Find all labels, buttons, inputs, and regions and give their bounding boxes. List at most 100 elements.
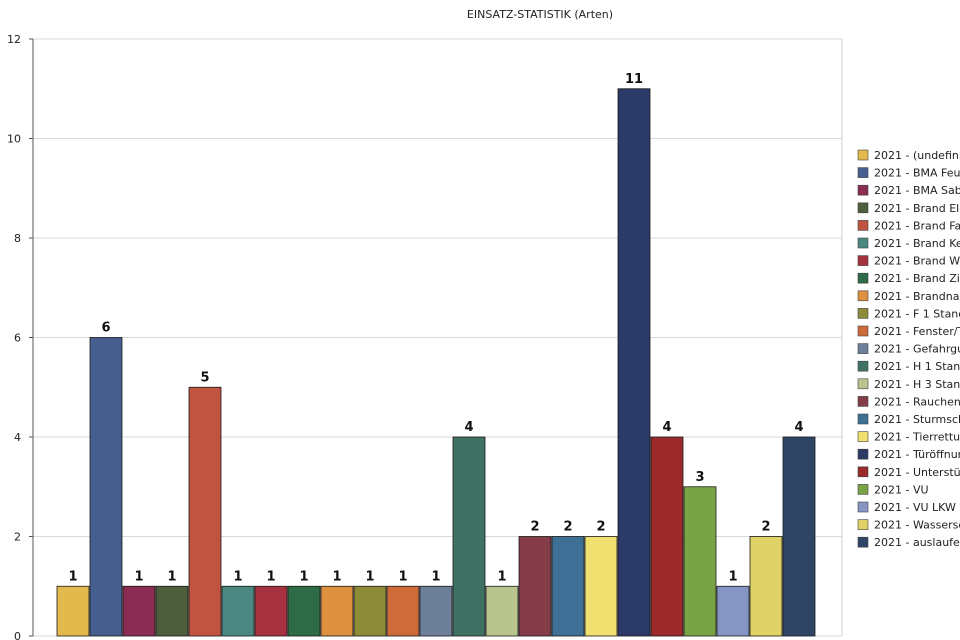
- legend: 2021 - (undefinie 2021 - BMA Feue 2021 - B…: [857, 149, 960, 549]
- bar: [485, 585, 519, 637]
- data-label: 1: [233, 569, 242, 584]
- legend-label: 2021 - Gefahrgu: [874, 343, 960, 356]
- y-tick-label: 10: [7, 133, 21, 146]
- data-label: 1: [134, 569, 143, 584]
- bar: [518, 536, 552, 637]
- legend-label: 2021 - Brandnac: [874, 290, 960, 303]
- y-tick-label: 2: [14, 531, 21, 544]
- legend-swatch: [857, 255, 869, 266]
- legend-label: 2021 - Brand Ele: [874, 202, 960, 215]
- bar: [353, 585, 387, 637]
- legend-swatch: [857, 431, 869, 442]
- legend-label: 2021 - Tierrettun: [874, 431, 960, 444]
- bar: [155, 585, 189, 637]
- legend-label: 2021 - BMA Sabo: [874, 184, 960, 197]
- data-label: 1: [167, 569, 176, 584]
- legend-swatch: [857, 343, 869, 354]
- data-label: 1: [266, 569, 275, 584]
- bar: [188, 386, 222, 637]
- data-label: 4: [662, 420, 671, 435]
- bar: [617, 88, 651, 637]
- bar: [551, 536, 585, 637]
- data-label: 1: [332, 569, 341, 584]
- legend-label: 2021 - BMA Feue: [874, 167, 960, 180]
- legend-label: 2021 - Fenster/T: [874, 325, 960, 338]
- data-label: 3: [695, 470, 704, 485]
- legend-label: 2021 - auslaufen: [874, 536, 960, 549]
- bar: [716, 585, 750, 637]
- legend-swatch: [857, 149, 869, 161]
- legend-swatch: [857, 272, 869, 284]
- legend-swatch: [857, 184, 869, 196]
- gridlines: [33, 38, 843, 637]
- data-label: 1: [497, 569, 506, 584]
- bar: [320, 585, 354, 637]
- legend-swatch: [857, 501, 869, 513]
- legend-swatch: [857, 484, 869, 495]
- bar: [452, 436, 486, 637]
- bar: [683, 486, 717, 637]
- legend-label: 2021 - Türöffnur: [874, 448, 960, 461]
- bar: [749, 536, 783, 637]
- data-label: 11: [625, 72, 643, 87]
- bar: [254, 585, 288, 637]
- legend-swatch: [857, 413, 869, 425]
- legend-swatch: [857, 202, 869, 214]
- legend-label: 2021 - Rauchent: [874, 395, 960, 408]
- y-tick-label: 4: [14, 431, 21, 444]
- legend-label: 2021 - Wasserscl: [874, 519, 960, 532]
- legend-swatch: [857, 396, 869, 407]
- data-label: 2: [563, 520, 572, 535]
- bar: [584, 536, 618, 637]
- legend-swatch: [857, 308, 869, 319]
- legend-swatch: [857, 167, 869, 178]
- legend-swatch: [857, 237, 869, 249]
- legend-label: 2021 - Brand Fah: [874, 219, 960, 232]
- data-label: 4: [794, 420, 803, 435]
- data-label: 1: [398, 569, 407, 584]
- bar: [122, 585, 156, 637]
- data-label: 1: [431, 569, 440, 584]
- legend-label: 2021 - H 3 Stanc: [874, 378, 960, 391]
- legend-swatch: [857, 290, 869, 302]
- legend-label: 2021 - VU: [874, 483, 929, 496]
- bar: [782, 436, 816, 637]
- y-axis: 0 2 4 6 8 10 12: [7, 33, 34, 640]
- y-tick-label: 8: [14, 232, 21, 245]
- legend-label: 2021 - (undefinie: [874, 149, 960, 162]
- bar: [89, 337, 123, 637]
- data-label: 1: [728, 569, 737, 584]
- legend-swatch: [857, 220, 869, 231]
- legend-label: 2021 - Brand Kel: [874, 237, 960, 250]
- legend-label: 2021 - Brand Wo: [874, 255, 960, 268]
- bar: [221, 585, 255, 637]
- data-label: 2: [530, 520, 539, 535]
- legend-label: 2021 - Unterstüt: [874, 466, 960, 479]
- bar: [386, 585, 420, 637]
- y-tick-label: 6: [14, 332, 21, 345]
- data-label: 1: [365, 569, 374, 584]
- legend-swatch: [857, 519, 869, 530]
- bars: [56, 88, 816, 637]
- chart-title: EINSATZ-STATISTIK (Arten): [467, 8, 613, 21]
- bar: [287, 585, 321, 637]
- data-label: 4: [464, 420, 473, 435]
- legend-label: 2021 - VU LKW: [874, 501, 956, 514]
- legend-swatch: [857, 536, 869, 548]
- legend-label: 2021 - Sturmscha: [874, 413, 960, 426]
- data-label: 2: [596, 520, 605, 535]
- y-tick-label: 12: [7, 33, 21, 46]
- data-label: 5: [200, 370, 209, 385]
- legend-label: 2021 - H 1 Stanc: [874, 360, 960, 373]
- bar: [419, 585, 453, 637]
- legend-swatch: [857, 466, 869, 478]
- legend-swatch: [857, 378, 869, 390]
- legend-swatch: [857, 448, 869, 460]
- data-label: 1: [299, 569, 308, 584]
- y-tick-label: 0: [14, 630, 21, 640]
- bar: [56, 585, 90, 637]
- legend-label: 2021 - Brand Zim: [874, 272, 960, 285]
- legend-swatch: [857, 325, 869, 337]
